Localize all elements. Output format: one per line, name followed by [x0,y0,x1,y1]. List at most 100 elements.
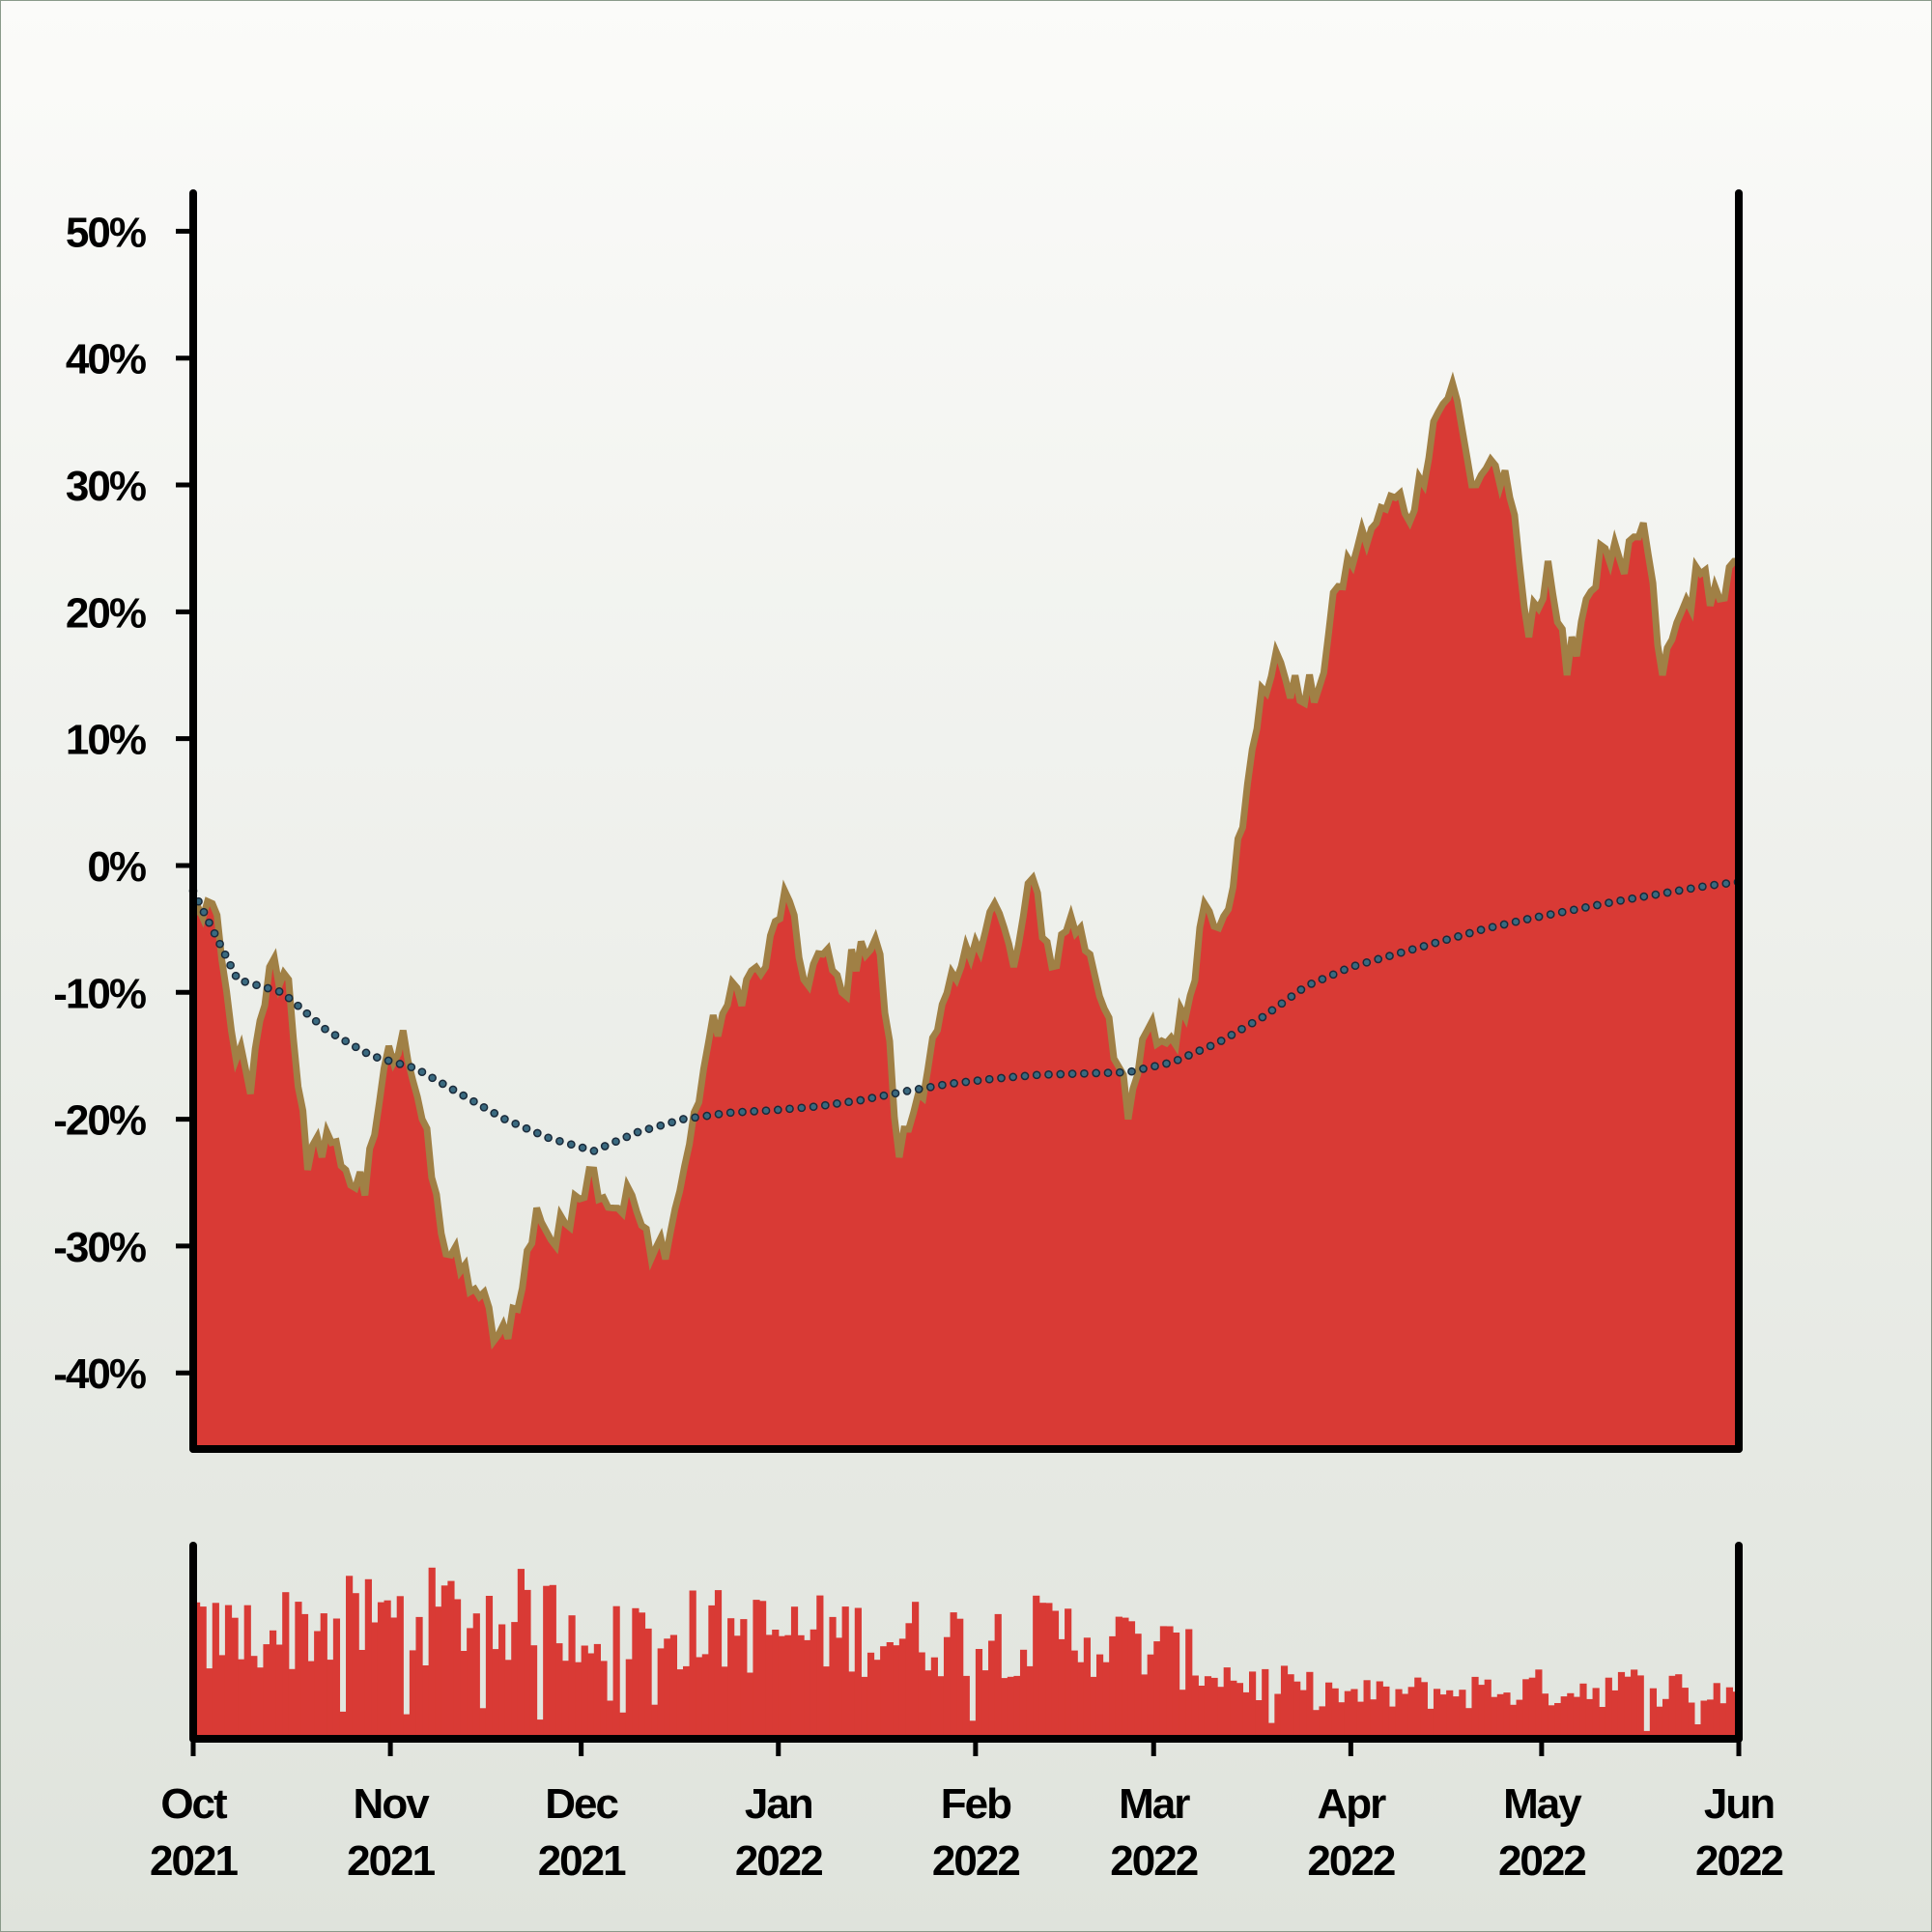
moving-average-dot [1151,1062,1159,1071]
volume-bar [1693,1724,1702,1739]
volume-bar [1656,1706,1663,1739]
volume-bar [1210,1677,1218,1739]
volume-bar [841,1606,849,1739]
price-panel: -40% -30% -20% -10% 0% 10% 20% 30% 40% 50% [53,189,1743,1453]
volume-bar [664,1638,671,1739]
volume-bar [524,1589,531,1739]
volume-bar [1001,1678,1009,1739]
volume-bar [854,1607,862,1739]
moving-average-dot [1499,920,1509,929]
x-tick-label-month: Oct [160,1780,228,1828]
volume-bar [282,1592,290,1739]
volume-bar [943,1636,952,1739]
moving-average-dot [1162,1059,1171,1068]
moving-average-dot [1721,879,1731,888]
volume-bar [1179,1690,1186,1739]
moving-average-dot [1328,970,1338,980]
area-fill [193,384,1739,1449]
volume-bar [753,1600,760,1739]
volume-bar [1631,1669,1638,1739]
volume-bar [612,1605,620,1739]
volume-bar [504,1660,512,1739]
volume-bar [1688,1702,1695,1739]
moving-average-dot [1350,961,1360,971]
volume-bar [243,1605,251,1739]
moving-average-dot [1127,1066,1136,1076]
volume-bar [250,1656,258,1739]
volume-bar [1363,1680,1371,1739]
volume-bar [1013,1675,1021,1739]
moving-average-dot [1296,985,1306,994]
moving-average-dot [205,918,213,927]
volume-bar [816,1595,824,1739]
moving-average-dot [1662,888,1672,897]
moving-average-dot [1593,900,1602,910]
volume-bar [1191,1675,1199,1739]
volume-bar [1433,1689,1441,1739]
volume-bar [759,1601,767,1739]
y-axis: -40% -30% -20% -10% 0% 10% 20% 30% 40% 50% [53,209,193,1398]
moving-average-dot [231,971,241,980]
moving-average-series [188,877,1743,1155]
moving-average-dot [1464,928,1474,938]
moving-average-dot [1522,915,1532,923]
volume-bar [1134,1634,1142,1739]
moving-average-dot [1258,1012,1267,1022]
volume-bar [1478,1685,1486,1739]
moving-average-dot [241,977,250,986]
moving-average-dot [1374,954,1383,964]
volume-bar [1223,1667,1231,1739]
volume-bar [371,1622,379,1739]
volume-bar [332,1618,341,1739]
volume-bar [1636,1675,1644,1739]
volume-bar [638,1612,646,1739]
volume-bar [708,1605,716,1739]
moving-average-dot [417,1067,427,1077]
volume-bar [1217,1687,1225,1739]
x-tick-label-year: 2022 [1110,1837,1197,1885]
volume-bar [981,1670,989,1739]
volume-bar [199,1606,207,1739]
moving-average-dot [1674,886,1684,895]
volume-bar [1420,1682,1428,1739]
volume-bar [873,1660,881,1739]
volume-bar [1579,1683,1587,1739]
volume-bar [625,1659,633,1739]
moving-average-dot [252,980,261,990]
volume-bar [1592,1688,1600,1739]
volume-bar [696,1657,703,1739]
volume-bar [485,1596,494,1739]
moving-average-dot [1020,1071,1030,1081]
moving-average-dot [1206,1041,1215,1051]
volume-bar [1395,1689,1403,1739]
moving-average-dot [1247,1018,1257,1028]
moving-average-dot [1569,905,1578,915]
volume-bar [861,1676,868,1739]
moving-average-dot [302,1009,312,1018]
volume-bar [1249,1671,1257,1739]
volume-bar [1585,1698,1594,1739]
volume-bar [453,1599,462,1739]
moving-average-dot [1092,1068,1101,1078]
moving-average-dot [500,1115,509,1123]
volume-bar [1611,1690,1619,1739]
volume-bar [1516,1699,1523,1739]
volume-bar [1166,1626,1174,1739]
volume-bar [1230,1680,1237,1739]
volume-bar [1058,1638,1065,1739]
price-panel-frame [189,189,1743,1453]
moving-average-dot [1454,932,1463,941]
volume-bar [1407,1687,1415,1739]
volume-bar [543,1585,551,1739]
volume-bar [810,1629,817,1739]
volume-bar [733,1635,741,1739]
moving-average-dot [714,1109,724,1119]
volume-bar [1382,1686,1390,1739]
moving-average-dot [341,1037,351,1046]
volume-bar [1484,1679,1492,1739]
volume-bar [1007,1676,1014,1739]
volume-bar [1503,1692,1511,1739]
volume-bar [1077,1662,1085,1739]
volume-bar [1681,1688,1689,1739]
volume-bar [1605,1677,1612,1739]
